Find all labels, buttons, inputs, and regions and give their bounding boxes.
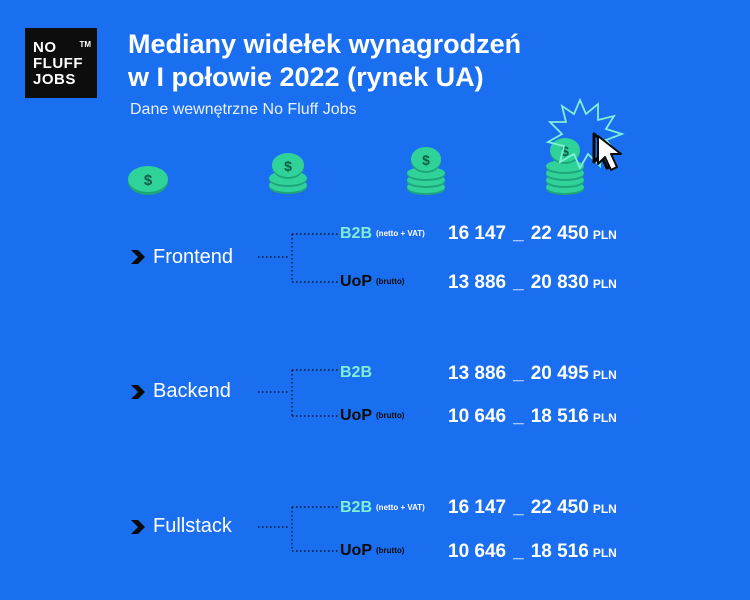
salary-max: 22 450 bbox=[530, 497, 589, 518]
range-separator: _ bbox=[513, 497, 524, 518]
salary-range-b2b: 13 886 _ 20 495 PLN bbox=[448, 363, 617, 385]
salary-min: 10 646 bbox=[448, 541, 507, 562]
title-line-1: Mediany widełek wynagrodzeń bbox=[128, 29, 522, 59]
contract-uop-tag: (brutto) bbox=[376, 277, 405, 286]
contract-b2b-tag: (netto + VAT) bbox=[376, 503, 425, 512]
salary-max: 18 516 bbox=[530, 541, 589, 562]
contract-b2b: B2B (netto + VAT) bbox=[340, 499, 425, 517]
page-subtitle: Dane wewnętrzne No Fluff Jobs bbox=[130, 101, 357, 118]
svg-text:$: $ bbox=[284, 158, 292, 174]
salary-max: 20 495 bbox=[530, 363, 589, 384]
salary-max: 20 830 bbox=[530, 272, 589, 293]
chevron-right-icon bbox=[131, 250, 145, 264]
connector-lines bbox=[258, 506, 338, 552]
currency-unit: PLN bbox=[592, 411, 617, 425]
salary-range-uop: 10 646 _ 18 516 PLN bbox=[448, 541, 617, 563]
contract-b2b-label: B2B bbox=[340, 499, 373, 516]
currency-unit: PLN bbox=[592, 277, 617, 291]
coin-stack-1-icon: $ bbox=[126, 162, 170, 198]
currency-unit: PLN bbox=[592, 368, 617, 382]
contract-uop: UoP (brutto) bbox=[340, 542, 404, 560]
chevron-right-icon bbox=[131, 385, 145, 399]
salary-group-backend: Backend B2B 13 886 _ 20 495 PLN UoP (brutto)… bbox=[130, 362, 730, 442]
salary-min: 13 886 bbox=[448, 363, 507, 384]
salary-group-fullstack: Fullstack B2B (netto + VAT) 16 147 _ 22 450… bbox=[130, 497, 730, 577]
contract-uop-label: UoP bbox=[340, 407, 372, 424]
salary-max: 18 516 bbox=[530, 406, 589, 427]
chevron-right-icon bbox=[131, 520, 145, 534]
category-label-frontend: Frontend bbox=[153, 246, 234, 268]
salary-range-b2b: 16 147 _ 22 450 PLN bbox=[448, 497, 617, 519]
contract-b2b-tag: (netto + VAT) bbox=[376, 229, 425, 238]
contract-b2b: B2B bbox=[340, 364, 372, 382]
contract-b2b-label: B2B bbox=[340, 364, 373, 381]
logo-line-3: JOBS bbox=[33, 71, 76, 88]
svg-text:$: $ bbox=[144, 172, 153, 189]
range-separator: _ bbox=[513, 406, 524, 427]
contract-uop-tag: (brutto) bbox=[376, 546, 405, 555]
salary-min: 13 886 bbox=[448, 272, 507, 293]
contract-uop: UoP (brutto) bbox=[340, 273, 404, 291]
no-fluff-jobs-logo: NO FLUFF JOBS TM bbox=[25, 28, 97, 98]
salary-min: 16 147 bbox=[448, 223, 507, 244]
range-separator: _ bbox=[513, 272, 524, 293]
category-label-fullstack: Fullstack bbox=[153, 515, 232, 537]
svg-text:$: $ bbox=[422, 152, 430, 168]
page-title: Mediany widełek wynagrodzeń w I połowie … bbox=[128, 28, 608, 94]
title-line-2: w I połowie 2022 (rynek UA) bbox=[128, 62, 484, 92]
salary-group-frontend: Frontend B2B (netto + VAT) 16 147 _ 22 450 P… bbox=[130, 222, 730, 302]
range-separator: _ bbox=[513, 223, 524, 244]
currency-unit: PLN bbox=[592, 228, 617, 242]
salary-min: 16 147 bbox=[448, 497, 507, 518]
range-separator: _ bbox=[513, 541, 524, 562]
range-separator: _ bbox=[513, 363, 524, 384]
contract-uop-tag: (brutto) bbox=[376, 411, 405, 420]
contract-b2b-label: B2B bbox=[340, 225, 373, 242]
cursor-click-icon bbox=[540, 96, 645, 186]
salary-range-uop: 13 886 _ 20 830 PLN bbox=[448, 272, 617, 294]
salary-max: 22 450 bbox=[530, 223, 589, 244]
logo-line-1: NO bbox=[33, 39, 57, 56]
coin-stack-5-icon: $ bbox=[543, 136, 587, 196]
contract-uop-label: UoP bbox=[340, 542, 372, 559]
contract-uop-label: UoP bbox=[340, 273, 372, 290]
logo-line-2: FLUFF bbox=[33, 55, 83, 72]
salary-range-b2b: 16 147 _ 22 450 PLN bbox=[448, 223, 617, 245]
contract-uop: UoP (brutto) bbox=[340, 407, 404, 425]
logo-trademark: TM bbox=[79, 40, 91, 49]
connector-lines bbox=[258, 369, 338, 417]
salary-min: 10 646 bbox=[448, 406, 507, 427]
currency-unit: PLN bbox=[592, 502, 617, 516]
svg-text:$: $ bbox=[561, 143, 569, 159]
category-label-backend: Backend bbox=[153, 380, 231, 402]
connector-lines bbox=[258, 233, 338, 283]
contract-b2b: B2B (netto + VAT) bbox=[340, 225, 425, 243]
salary-range-uop: 10 646 _ 18 516 PLN bbox=[448, 406, 617, 428]
coin-stack-3-icon: $ bbox=[266, 152, 310, 196]
currency-unit: PLN bbox=[592, 546, 617, 560]
coin-stack-4-icon: $ bbox=[404, 146, 448, 196]
